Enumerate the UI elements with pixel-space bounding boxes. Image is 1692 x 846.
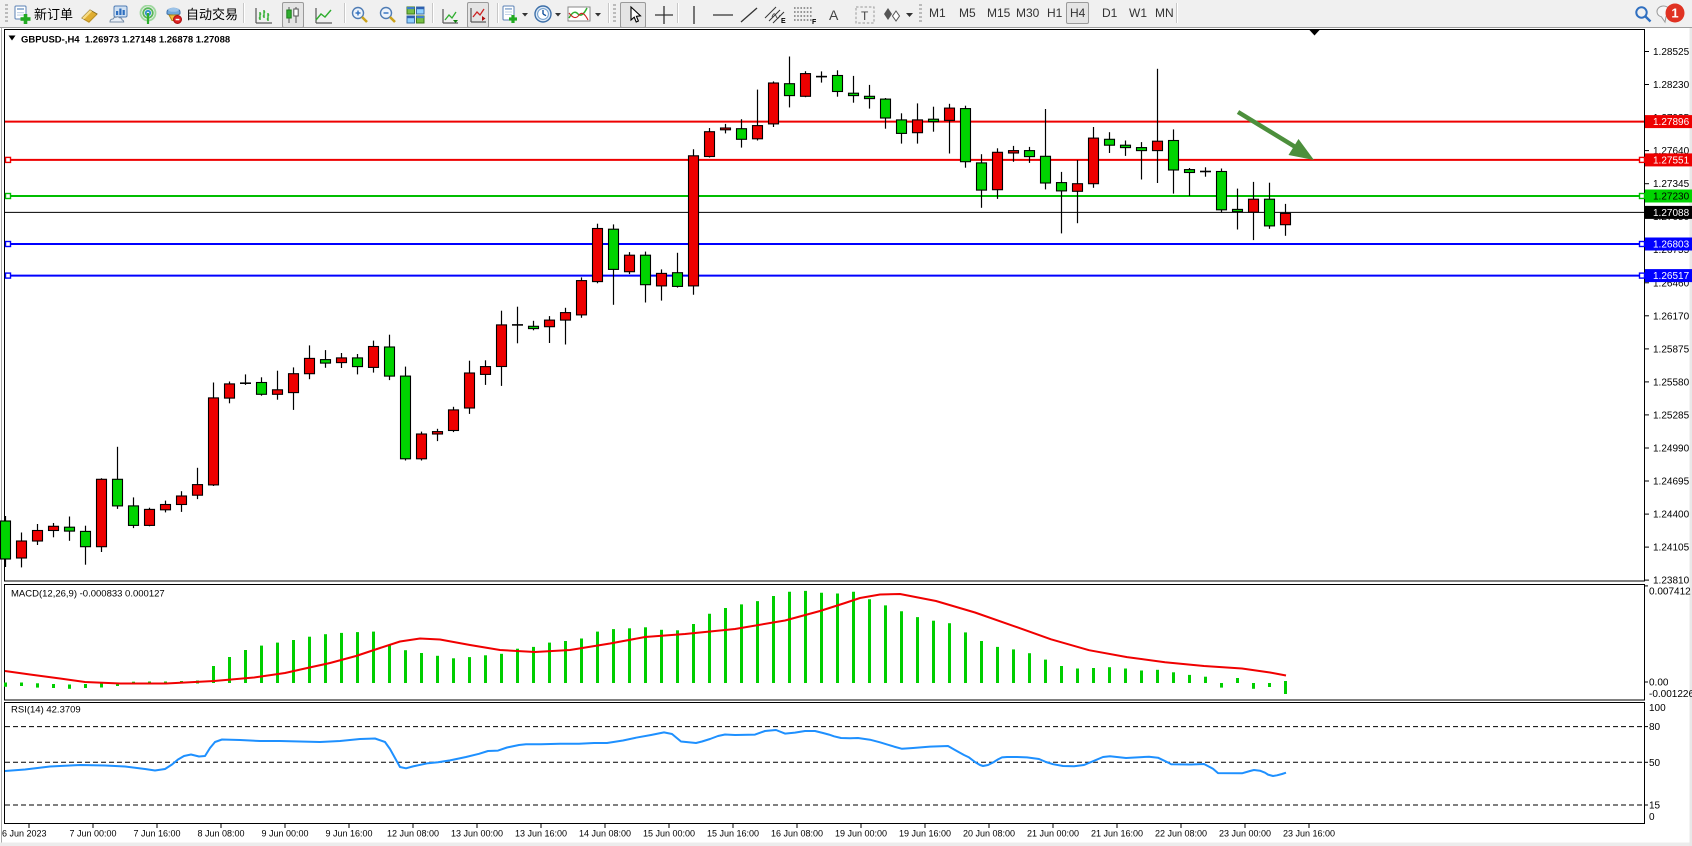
svg-text:1.24105: 1.24105 bbox=[1653, 543, 1690, 554]
svg-text:1.24400: 1.24400 bbox=[1653, 510, 1690, 521]
svg-text:8 Jun 08:00: 8 Jun 08:00 bbox=[197, 829, 244, 839]
svg-text:GBPUSD-,H4 1.26973 1.27148 1.: GBPUSD-,H4 1.26973 1.27148 1.26878 1.270… bbox=[21, 35, 230, 46]
svg-text:16 Jun 08:00: 16 Jun 08:00 bbox=[771, 829, 823, 839]
svg-text:9 Jun 16:00: 9 Jun 16:00 bbox=[325, 829, 372, 839]
svg-text:12 Jun 08:00: 12 Jun 08:00 bbox=[387, 829, 439, 839]
svg-text:50: 50 bbox=[1649, 758, 1661, 769]
svg-text:1.27230: 1.27230 bbox=[1653, 192, 1690, 203]
svg-text:13 Jun 00:00: 13 Jun 00:00 bbox=[451, 829, 503, 839]
svg-text:100: 100 bbox=[1649, 703, 1666, 714]
svg-text:F: F bbox=[812, 19, 817, 25]
svg-text:20 Jun 08:00: 20 Jun 08:00 bbox=[963, 829, 1015, 839]
svg-text:14 Jun 08:00: 14 Jun 08:00 bbox=[579, 829, 631, 839]
svg-text:19 Jun 16:00: 19 Jun 16:00 bbox=[899, 829, 951, 839]
svg-text:1.26460: 1.26460 bbox=[1653, 278, 1690, 289]
svg-text:1.28525: 1.28525 bbox=[1653, 47, 1690, 58]
svg-text:T: T bbox=[861, 9, 869, 23]
svg-text:1.26803: 1.26803 bbox=[1653, 240, 1690, 251]
svg-text:23 Jun 16:00: 23 Jun 16:00 bbox=[1283, 829, 1335, 839]
svg-text:1.26755: 1.26755 bbox=[1653, 245, 1690, 256]
svg-text:6 Jun 2023: 6 Jun 2023 bbox=[2, 829, 47, 839]
svg-text:1.27088: 1.27088 bbox=[1653, 208, 1690, 219]
svg-text:15 Jun 16:00: 15 Jun 16:00 bbox=[707, 829, 759, 839]
svg-text:0.007412: 0.007412 bbox=[1649, 586, 1691, 597]
svg-text:1.27896: 1.27896 bbox=[1653, 117, 1690, 128]
svg-text:0.00: 0.00 bbox=[1649, 678, 1669, 689]
svg-text:1.27345: 1.27345 bbox=[1653, 179, 1690, 190]
svg-text:-0.001226: -0.001226 bbox=[1649, 689, 1692, 700]
svg-text:9 Jun 00:00: 9 Jun 00:00 bbox=[261, 829, 308, 839]
svg-text:22 Jun 08:00: 22 Jun 08:00 bbox=[1155, 829, 1207, 839]
svg-text:19 Jun 00:00: 19 Jun 00:00 bbox=[835, 829, 887, 839]
svg-text:7 Jun 00:00: 7 Jun 00:00 bbox=[69, 829, 116, 839]
svg-text:0: 0 bbox=[1649, 812, 1655, 823]
svg-text:1: 1 bbox=[1671, 5, 1678, 20]
svg-text:15: 15 bbox=[1649, 801, 1661, 812]
svg-text:1.24695: 1.24695 bbox=[1653, 477, 1690, 488]
svg-text:1.28230: 1.28230 bbox=[1653, 80, 1690, 91]
svg-text:E: E bbox=[781, 18, 786, 25]
svg-text:1.26170: 1.26170 bbox=[1653, 311, 1690, 322]
svg-text:MACD(12,26,9) -0.000833 0.0001: MACD(12,26,9) -0.000833 0.000127 bbox=[11, 589, 165, 600]
svg-text:7 Jun 16:00: 7 Jun 16:00 bbox=[133, 829, 180, 839]
svg-text:1.27551: 1.27551 bbox=[1653, 155, 1690, 166]
svg-text:80: 80 bbox=[1649, 722, 1661, 733]
svg-text:A: A bbox=[829, 7, 839, 23]
svg-text:1.25285: 1.25285 bbox=[1653, 410, 1690, 421]
svg-text:1.25875: 1.25875 bbox=[1653, 344, 1690, 355]
svg-text:1.26517: 1.26517 bbox=[1653, 271, 1690, 282]
svg-text:1.27640: 1.27640 bbox=[1653, 146, 1690, 157]
svg-text:21 Jun 00:00: 21 Jun 00:00 bbox=[1027, 829, 1079, 839]
svg-text:1.24990: 1.24990 bbox=[1653, 444, 1690, 455]
svg-text:1.25580: 1.25580 bbox=[1653, 377, 1690, 388]
svg-text:1.23810: 1.23810 bbox=[1653, 576, 1690, 587]
svg-text:13 Jun 16:00: 13 Jun 16:00 bbox=[515, 829, 567, 839]
svg-text:15 Jun 00:00: 15 Jun 00:00 bbox=[643, 829, 695, 839]
svg-text:RSI(14) 42.3709: RSI(14) 42.3709 bbox=[11, 705, 81, 716]
svg-text:23 Jun 00:00: 23 Jun 00:00 bbox=[1219, 829, 1271, 839]
svg-text:21 Jun 16:00: 21 Jun 16:00 bbox=[1091, 829, 1143, 839]
